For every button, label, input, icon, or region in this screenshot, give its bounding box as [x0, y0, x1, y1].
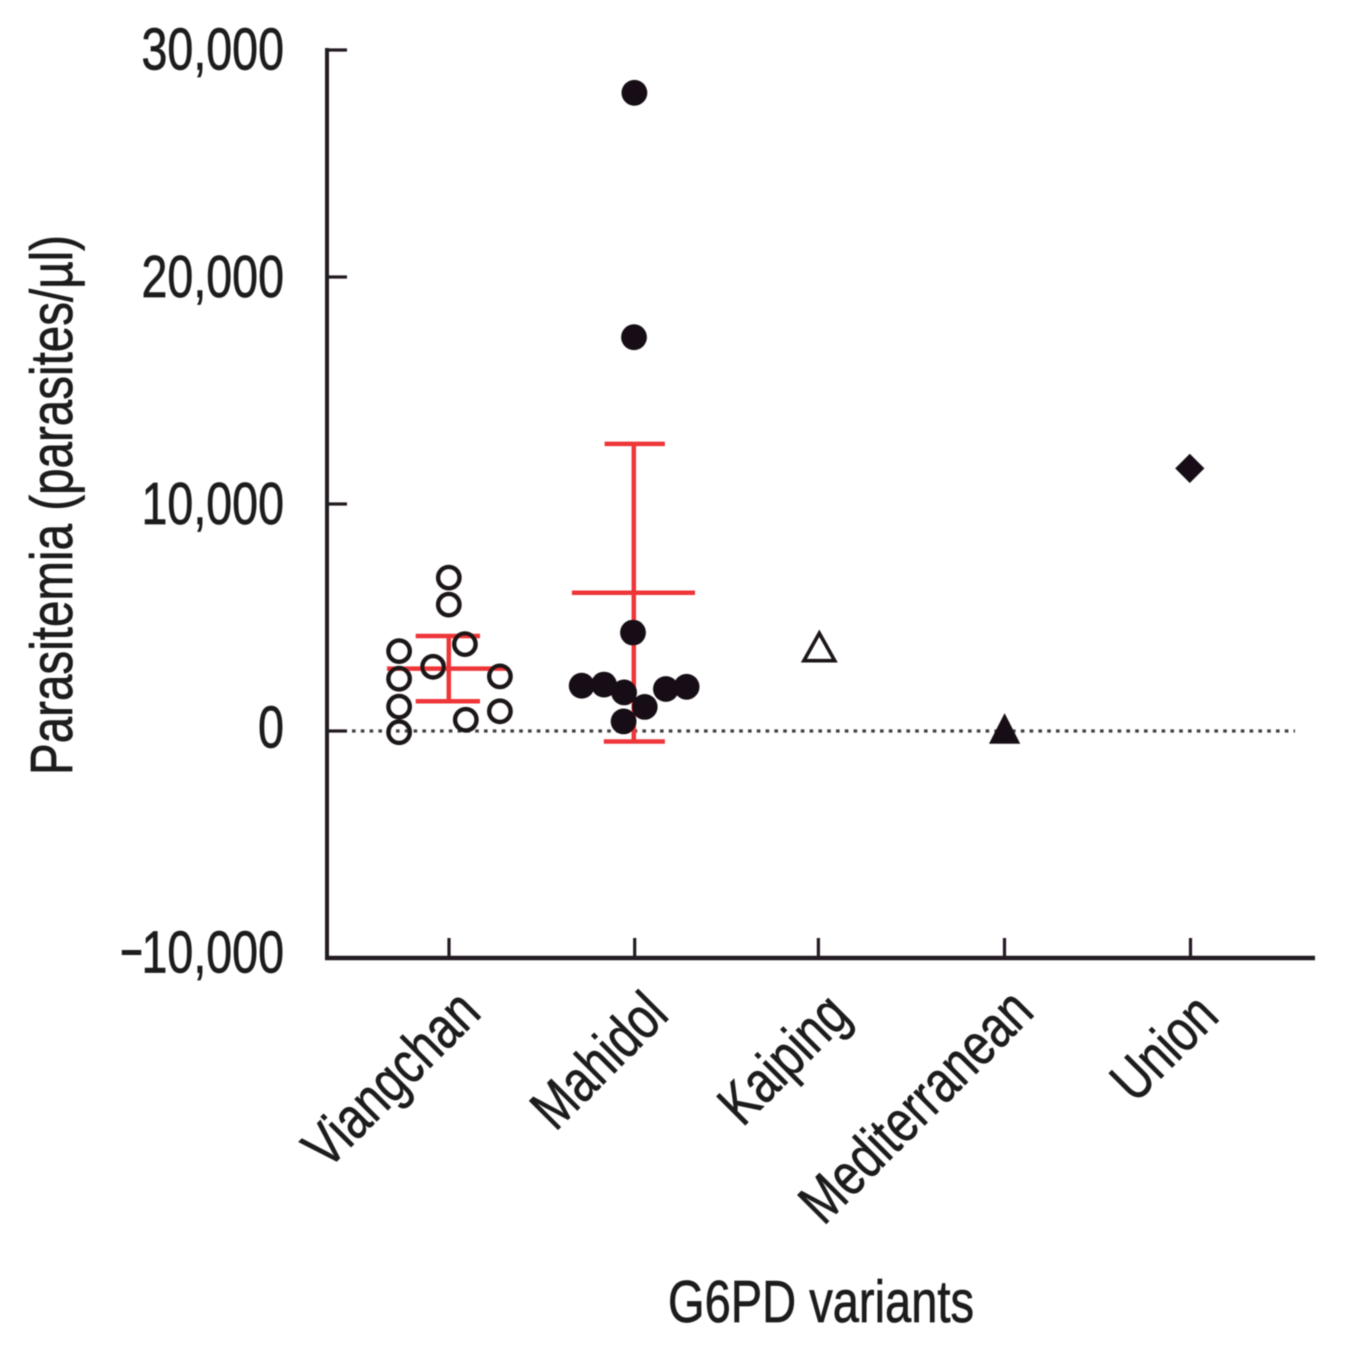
svg-text:10,000: 10,000 — [142, 471, 285, 537]
svg-text:30,000: 30,000 — [142, 17, 285, 83]
svg-text:10,000: 10,000 — [142, 920, 285, 986]
svg-text:Parasitemia (parasites/µl): Parasitemia (parasites/µl) — [19, 235, 85, 775]
svg-text:G6PD variants: G6PD variants — [668, 1269, 974, 1335]
svg-text:0: 0 — [258, 695, 284, 761]
svg-text:20,000: 20,000 — [142, 244, 285, 310]
